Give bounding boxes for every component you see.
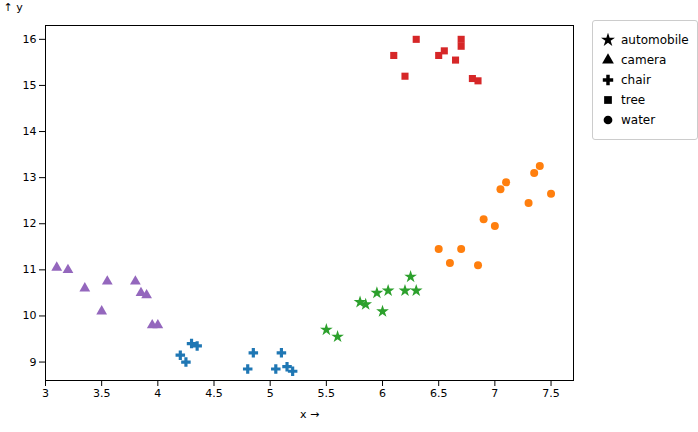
svg-text:12: 12	[23, 217, 37, 230]
svg-text:7.5: 7.5	[542, 387, 560, 400]
html-text:automobile: automobile	[621, 33, 689, 47]
html-text:water: water	[621, 113, 656, 127]
html-text:chair: chair	[621, 73, 651, 87]
svg-text:↑ y: ↑ y	[4, 1, 24, 14]
svg-text:3: 3	[42, 387, 49, 400]
svg-text:11: 11	[23, 263, 37, 276]
svg-text:6.5: 6.5	[430, 387, 448, 400]
svg-text:3.5: 3.5	[93, 387, 111, 400]
svg-text:x →: x →	[300, 408, 319, 421]
svg-text:10: 10	[23, 309, 37, 322]
svg-text:13: 13	[23, 171, 37, 184]
svg-text:14: 14	[23, 125, 37, 138]
svg-text:4.5: 4.5	[205, 387, 223, 400]
html-text:camera: camera	[621, 53, 667, 67]
svg-text:9: 9	[30, 356, 37, 369]
svg-text:5: 5	[267, 387, 274, 400]
svg-text:16: 16	[23, 33, 37, 46]
svg-text:7: 7	[491, 387, 498, 400]
svg-text:15: 15	[23, 79, 37, 92]
svg-text:6: 6	[379, 387, 386, 400]
svg-text:5.5: 5.5	[318, 387, 336, 400]
html-text:tree: tree	[621, 93, 646, 107]
svg-text:4: 4	[154, 387, 161, 400]
